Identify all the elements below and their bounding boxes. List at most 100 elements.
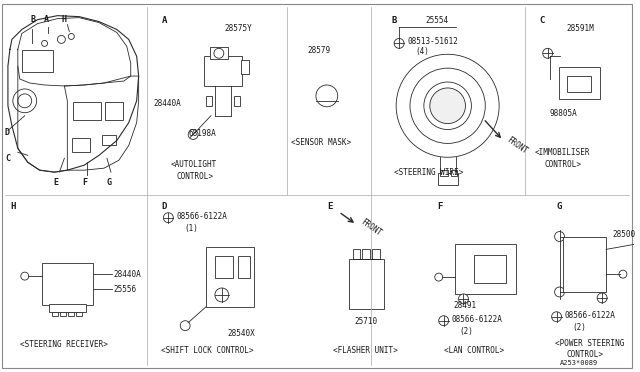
- Text: G: G: [557, 202, 562, 211]
- Bar: [438, 173, 458, 185]
- Circle shape: [439, 316, 449, 326]
- Bar: [49, 304, 86, 312]
- Circle shape: [543, 48, 552, 58]
- Circle shape: [394, 38, 404, 48]
- Circle shape: [555, 287, 564, 297]
- Circle shape: [58, 35, 65, 44]
- Circle shape: [430, 88, 465, 124]
- Text: G: G: [107, 178, 112, 187]
- Bar: [454, 244, 516, 294]
- Text: 28491: 28491: [454, 301, 477, 310]
- Bar: [74, 102, 101, 120]
- Text: 28540X: 28540X: [228, 328, 255, 338]
- Bar: [234, 96, 239, 106]
- Text: (2): (2): [460, 327, 474, 336]
- Text: A: A: [44, 15, 49, 23]
- Text: 25710: 25710: [355, 317, 378, 326]
- Text: 08513-51612: 08513-51612: [407, 38, 458, 46]
- Text: 08566-6122A: 08566-6122A: [564, 311, 616, 320]
- Circle shape: [13, 89, 36, 113]
- Text: 08566-6122A: 08566-6122A: [452, 315, 502, 324]
- Bar: [60, 312, 67, 316]
- Bar: [237, 256, 250, 278]
- Circle shape: [215, 288, 228, 302]
- Text: <SHIFT LOCK CONTROL>: <SHIFT LOCK CONTROL>: [161, 346, 254, 355]
- Text: CONTROL>: CONTROL>: [545, 160, 582, 169]
- Text: 08566-6122A: 08566-6122A: [176, 212, 227, 221]
- Text: 25554: 25554: [426, 16, 449, 25]
- Text: 28591M: 28591M: [566, 23, 594, 33]
- Text: C: C: [5, 154, 10, 163]
- Bar: [563, 237, 606, 292]
- Text: FRONT: FRONT: [358, 218, 383, 238]
- Text: <IMMOBILISER: <IMMOBILISER: [535, 148, 590, 157]
- Circle shape: [552, 312, 561, 322]
- Circle shape: [18, 94, 32, 108]
- Bar: [42, 263, 93, 305]
- Text: H: H: [10, 202, 15, 211]
- Text: D: D: [161, 202, 167, 211]
- Text: CONTROL>: CONTROL>: [176, 172, 213, 181]
- Text: <POWER STEERING: <POWER STEERING: [555, 339, 624, 347]
- Text: 28440A: 28440A: [154, 99, 181, 108]
- Bar: [206, 96, 212, 106]
- Text: CONTROL>: CONTROL>: [566, 350, 604, 359]
- Circle shape: [424, 82, 472, 129]
- Text: A253*0089: A253*0089: [559, 360, 598, 366]
- Circle shape: [42, 41, 47, 46]
- Bar: [241, 60, 248, 74]
- Bar: [76, 312, 82, 316]
- Bar: [559, 67, 600, 99]
- Circle shape: [619, 270, 627, 278]
- Bar: [353, 249, 360, 259]
- Text: 28440A: 28440A: [114, 270, 141, 279]
- Circle shape: [180, 321, 190, 331]
- Text: 28579: 28579: [307, 46, 330, 55]
- Bar: [210, 47, 228, 59]
- Circle shape: [188, 129, 198, 140]
- Bar: [22, 50, 54, 72]
- Bar: [372, 249, 380, 259]
- Text: C: C: [540, 16, 545, 25]
- Text: F: F: [82, 178, 87, 187]
- Circle shape: [410, 68, 485, 144]
- Bar: [72, 138, 90, 152]
- Bar: [474, 255, 506, 283]
- Text: (1): (1): [184, 224, 198, 232]
- Text: <AUTOLIGHT: <AUTOLIGHT: [170, 160, 216, 169]
- Circle shape: [68, 33, 74, 39]
- Text: <STEERING RECEIVER>: <STEERING RECEIVER>: [20, 340, 108, 350]
- Text: 25556: 25556: [114, 285, 137, 294]
- Bar: [349, 259, 384, 309]
- Text: <STEERING WIRE>: <STEERING WIRE>: [394, 168, 463, 177]
- Text: 68198A: 68198A: [188, 129, 216, 138]
- Text: B: B: [31, 15, 36, 23]
- Text: H: H: [61, 15, 67, 23]
- Text: E: E: [54, 178, 58, 187]
- Text: 28500: 28500: [612, 230, 635, 238]
- Bar: [451, 170, 456, 176]
- Circle shape: [316, 85, 338, 107]
- Text: <FLASHER UNIT>: <FLASHER UNIT>: [333, 346, 397, 355]
- Circle shape: [20, 272, 29, 280]
- Text: 28575Y: 28575Y: [225, 23, 253, 33]
- Circle shape: [458, 294, 468, 304]
- Circle shape: [396, 54, 499, 157]
- Circle shape: [214, 48, 224, 58]
- Bar: [52, 312, 58, 316]
- Bar: [568, 76, 591, 92]
- Bar: [440, 170, 447, 176]
- Circle shape: [597, 293, 607, 303]
- Circle shape: [555, 231, 564, 241]
- Bar: [206, 247, 253, 307]
- Bar: [105, 102, 123, 120]
- Text: (2): (2): [572, 323, 586, 332]
- Text: (4): (4): [415, 47, 429, 56]
- Text: D: D: [5, 128, 10, 137]
- Bar: [215, 256, 233, 278]
- Text: F: F: [438, 202, 443, 211]
- Bar: [204, 56, 242, 86]
- Text: <LAN CONTROL>: <LAN CONTROL>: [444, 346, 504, 355]
- Circle shape: [163, 213, 173, 223]
- Bar: [68, 312, 74, 316]
